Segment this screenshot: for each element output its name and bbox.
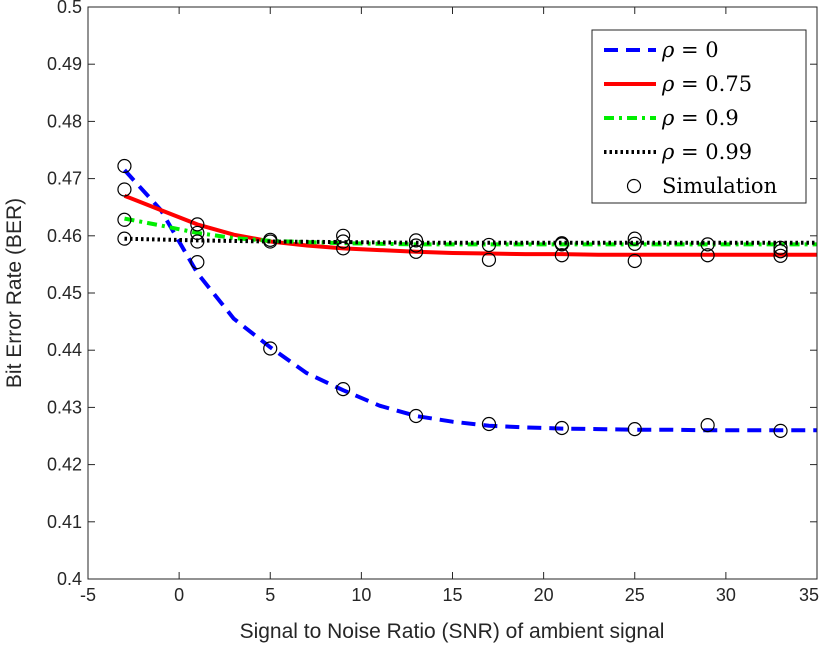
simulation-marker xyxy=(773,244,788,259)
simulation-markers xyxy=(117,158,788,438)
simulation-marker xyxy=(481,237,497,253)
legend-value: = 0.75 xyxy=(674,72,752,96)
simulation-marker xyxy=(408,238,424,253)
simulation-marker xyxy=(773,240,788,255)
y-tick-label: 0.41 xyxy=(47,512,82,532)
legend-symbol-rho: ρ xyxy=(661,106,675,130)
x-axis-ticks: -5 0 5 10 15 20 25 30 35 xyxy=(80,7,819,605)
simulation-marker xyxy=(627,231,642,246)
legend-value: = 0.99 xyxy=(674,140,752,164)
simulation-marker xyxy=(554,420,569,436)
simulation-marker xyxy=(336,381,351,397)
simulation-marker xyxy=(263,341,278,356)
simulation-marker xyxy=(117,231,132,246)
simulation-marker xyxy=(627,253,642,269)
legend-label-2: ρ = 0.9 xyxy=(661,106,739,130)
simulation-marker xyxy=(773,423,788,438)
simulation-marker xyxy=(263,234,278,249)
legend-symbol-rho: ρ xyxy=(661,72,675,96)
y-tick-label: 0.42 xyxy=(47,455,82,475)
simulation-marker xyxy=(408,233,424,248)
simulation-marker xyxy=(408,244,424,259)
simulation-marker xyxy=(117,212,132,227)
simulation-marker xyxy=(190,234,205,249)
y-tick-label: 0.46 xyxy=(47,226,82,246)
simulation-marker xyxy=(481,252,497,267)
y-tick-label: 0.45 xyxy=(47,283,82,303)
x-tick-label: 35 xyxy=(799,585,819,605)
x-tick-label: 10 xyxy=(351,585,371,605)
simulation-marker xyxy=(773,248,788,263)
legend-label-4: Simulation xyxy=(662,174,777,198)
x-tick-label: 25 xyxy=(625,585,645,605)
x-axis-label: Signal to Noise Ratio (SNR) of ambient s… xyxy=(240,620,665,643)
series-line-3 xyxy=(124,236,817,245)
y-tick-label: 0.48 xyxy=(47,111,82,131)
x-tick-label: 5 xyxy=(265,585,275,605)
simulation-marker xyxy=(627,236,642,251)
simulation-marker xyxy=(554,248,569,263)
legend-label-0: ρ = 0 xyxy=(661,38,719,62)
x-tick-label: 0 xyxy=(174,585,184,605)
legend-value: = 0 xyxy=(674,38,718,62)
y-tick-label: 0.5 xyxy=(57,0,82,17)
y-tick-label: 0.43 xyxy=(47,397,82,417)
simulation-marker xyxy=(336,241,351,256)
y-axis-ticks: 0.4 0.41 0.42 0.43 0.44 0.45 0.46 0.47 0.48 0.49 0… xyxy=(47,0,817,589)
simulation-marker xyxy=(627,422,642,437)
y-tick-label: 0.49 xyxy=(47,54,82,74)
y-tick-label: 0.4 xyxy=(57,569,82,589)
simulation-marker xyxy=(481,416,497,432)
simulation-marker xyxy=(117,182,132,197)
simulation-marker xyxy=(700,418,715,433)
y-tick-label: 0.44 xyxy=(47,340,82,360)
simulation-marker xyxy=(700,248,715,263)
simulation-marker xyxy=(700,237,715,252)
y-tick-label: 0.47 xyxy=(47,169,82,189)
simulation-marker xyxy=(336,234,351,249)
simulation-marker xyxy=(190,217,205,232)
x-tick-label: 20 xyxy=(534,585,554,605)
plot-frame xyxy=(87,6,818,580)
simulation-marker xyxy=(117,158,132,174)
legend-label-3: ρ = 0.99 xyxy=(661,140,752,164)
simulation-marker xyxy=(408,408,424,424)
y-axis-label: Bit Error Rate (BER) xyxy=(3,198,26,388)
legend-value: = 0.9 xyxy=(674,106,738,130)
simulation-marker xyxy=(554,237,569,252)
legend-symbol-rho: ρ xyxy=(661,38,675,62)
simulation-marker xyxy=(190,255,205,270)
legend-symbol-rho: ρ xyxy=(661,140,675,164)
legend-label-1: ρ = 0.75 xyxy=(661,72,752,96)
series-line-0 xyxy=(123,168,817,433)
x-tick-label: -5 xyxy=(80,585,96,605)
x-tick-label: 15 xyxy=(442,585,462,605)
x-tick-label: 30 xyxy=(716,585,736,605)
simulation-marker xyxy=(190,225,205,241)
legend-marker-simulation xyxy=(626,178,642,194)
